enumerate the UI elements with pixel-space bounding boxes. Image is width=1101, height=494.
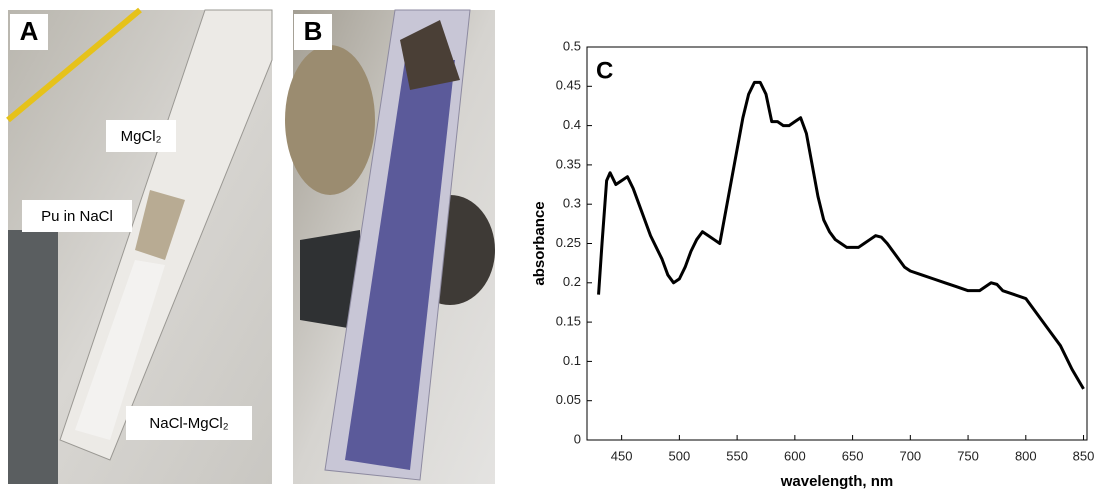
photo-b (285, 9, 495, 484)
y-tick-label: 0.35 (556, 156, 581, 171)
y-tick-label: 0.3 (563, 196, 581, 211)
y-tick-label: 0.25 (556, 235, 581, 250)
y-tick-label: 0.05 (556, 392, 581, 407)
x-tick-label: 800 (1015, 448, 1037, 463)
x-tick-label: 600 (784, 448, 806, 463)
x-tick-label: 850 (1073, 448, 1095, 463)
x-tick-label: 500 (669, 448, 691, 463)
y-tick-label: 0.2 (563, 274, 581, 289)
data-line (597, 80, 1085, 390)
y-axis-label: absorbance (531, 201, 548, 285)
x-axis-label: wavelength, nm (780, 473, 894, 489)
annotation: Pu in NaCl (41, 208, 113, 225)
x-tick-label: 750 (957, 448, 979, 463)
y-tick-label: 0.45 (556, 78, 581, 93)
x-tick-label: 550 (726, 448, 748, 463)
y-tick-label: 0.4 (563, 117, 581, 132)
x-tick-label: 700 (899, 448, 921, 463)
y-tick-label: 0 (574, 431, 581, 446)
annotation: MgCl₂ (121, 128, 162, 145)
panel-label: A (20, 16, 39, 46)
panel-label-box (10, 14, 48, 50)
y-tick-label: 0.5 (563, 38, 581, 53)
plot-frame (586, 46, 1088, 441)
y-tick-label: 0.1 (563, 353, 581, 368)
annotation-box (22, 200, 132, 232)
x-tick-label: 450 (611, 448, 633, 463)
panel-label: C (596, 57, 613, 84)
annotation-box (126, 406, 252, 440)
x-tick-label: 650 (842, 448, 864, 463)
y-tick-label: 0.15 (556, 314, 581, 329)
photo-a (6, 7, 273, 484)
panel-label: B (304, 16, 323, 46)
annotation-box (106, 120, 176, 152)
panel-label-box (294, 14, 332, 50)
annotation: NaCl-MgCl₂ (149, 415, 228, 432)
